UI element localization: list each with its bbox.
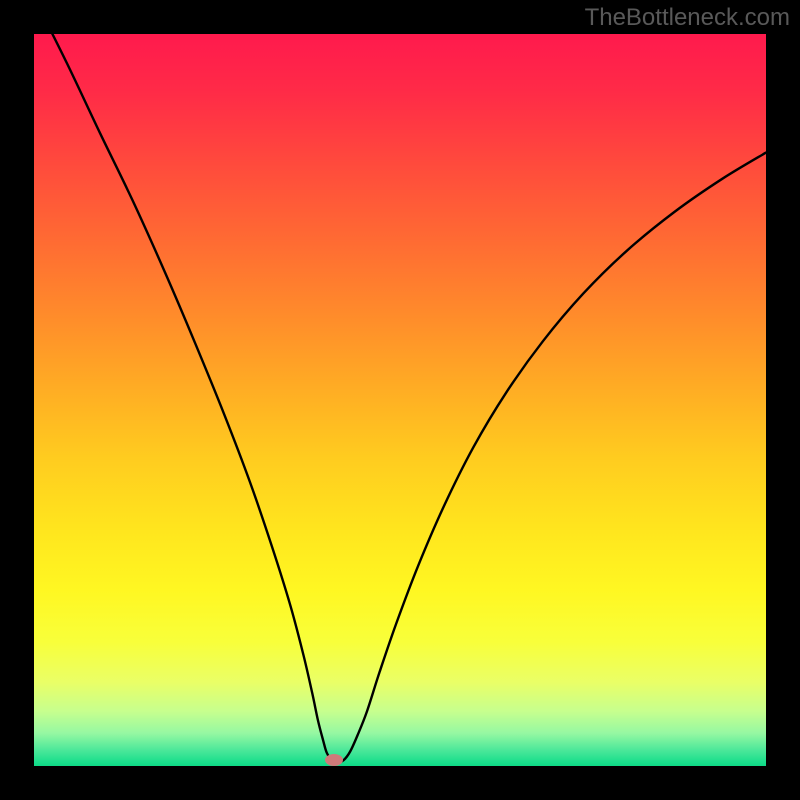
plot-area [34,34,766,766]
watermark-text: TheBottleneck.com [585,4,790,32]
minimum-marker [325,754,343,766]
bottleneck-curve [34,34,766,766]
chart-container: { "watermark": { "text": "TheBottleneck.… [0,0,800,800]
